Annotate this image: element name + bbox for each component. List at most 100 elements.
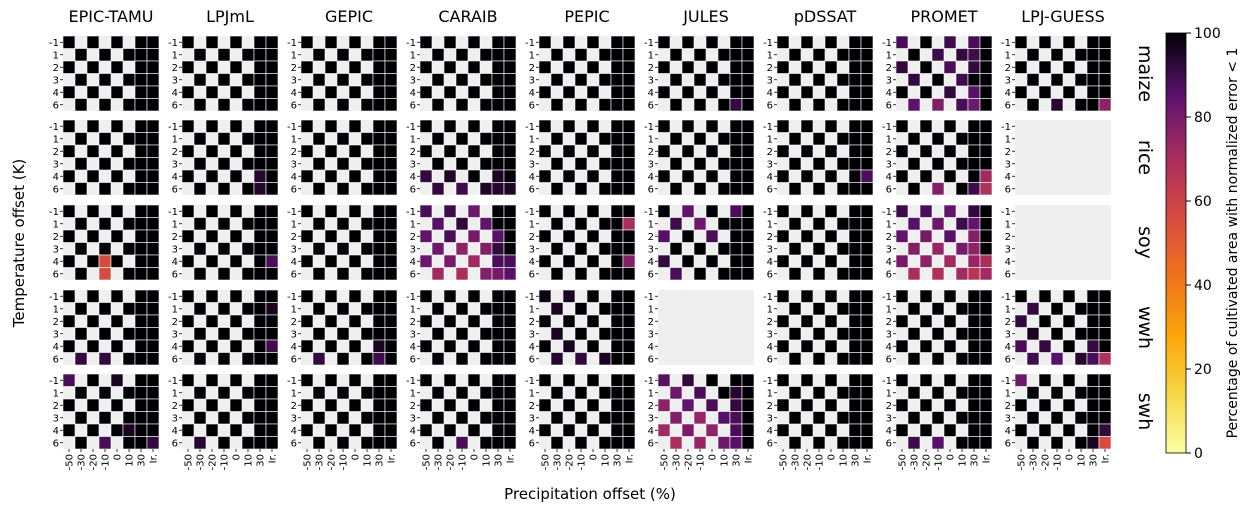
x-tick-label: -30 [315, 454, 326, 470]
heatmap-cell [967, 289, 981, 303]
heatmap-cell [812, 386, 826, 400]
y-tick-label: 2 [767, 147, 773, 158]
y-tick-label: -1 [1001, 207, 1011, 218]
heatmap-cell [741, 119, 755, 133]
heatmap-cell [229, 204, 243, 218]
heatmap-cell [693, 242, 707, 256]
x-tick-label: 30 [970, 454, 981, 467]
y-tick-label: -1 [644, 376, 654, 387]
x-tick-label: -10 [101, 454, 112, 470]
heatmap-cell [598, 217, 612, 231]
y-tick-label: -1 [406, 122, 416, 133]
heatmap-cell [455, 157, 469, 171]
heatmap-cell [253, 254, 267, 268]
heatmap-cell [598, 73, 612, 87]
heatmap-cell [384, 157, 398, 171]
y-tick-label: 1 [291, 50, 297, 61]
heatmap-cell [550, 411, 564, 425]
heatmap-cell [812, 302, 826, 316]
heatmap-cell [1098, 73, 1112, 87]
heatmap-cell [86, 204, 100, 218]
heatmap-cell [741, 267, 755, 281]
heatmap-cell [384, 132, 398, 146]
heatmap-cell [729, 229, 743, 243]
heatmap-cell [479, 267, 493, 281]
heatmap-cell [848, 314, 862, 328]
heatmap-cell [705, 144, 719, 158]
heatmap-cell [741, 386, 755, 400]
heatmap-cell [503, 85, 517, 99]
heatmap-cell [372, 242, 386, 256]
heatmap-cell [253, 314, 267, 328]
heatmap-cell [812, 217, 826, 231]
heatmap-cell [253, 35, 267, 49]
heatmap-cell [729, 85, 743, 99]
heatmap-cell [931, 217, 945, 231]
heatmap-cell [265, 436, 279, 450]
heatmap-cell [919, 314, 933, 328]
heatmap-cell [955, 302, 969, 316]
heatmap-cell [336, 217, 350, 231]
heatmap-cell [622, 60, 636, 74]
y-tick-label: 1 [291, 219, 297, 230]
y-tick-label: 1 [1005, 388, 1011, 399]
heatmap-cell [146, 339, 160, 353]
heatmap-cell [693, 386, 707, 400]
heatmap-cell [1026, 73, 1040, 87]
heatmap-cell [324, 169, 338, 183]
heatmap-cell [955, 73, 969, 87]
heatmap-cell [62, 169, 76, 183]
y-tick-label: 4 [1005, 88, 1011, 99]
crop-label: soy [1134, 226, 1156, 259]
heatmap-cell [134, 386, 148, 400]
heatmap-cell [657, 85, 671, 99]
y-tick-label: 1 [1005, 304, 1011, 315]
heatmap-cell [705, 254, 719, 268]
heatmap-cell [134, 119, 148, 133]
heatmap-cell [491, 254, 505, 268]
y-tick-label: 6 [1005, 269, 1011, 280]
heatmap-cell [455, 132, 469, 146]
heatmap-cell [836, 267, 850, 281]
heatmap-cell [538, 85, 552, 99]
heatmap-cell [479, 217, 493, 231]
heatmap-cell [741, 254, 755, 268]
heatmap-cell [74, 182, 88, 196]
heatmap-cell [253, 339, 267, 353]
heatmap-cell [824, 169, 838, 183]
panel-background [1015, 205, 1111, 280]
heatmap-cell [562, 314, 576, 328]
heatmap-cell [74, 327, 88, 341]
heatmap-cell [1074, 386, 1088, 400]
heatmap-cell [372, 436, 386, 450]
y-tick-label: 1 [886, 50, 892, 61]
heatmap-cell [503, 373, 517, 387]
heatmap-cell [491, 267, 505, 281]
heatmap-cell [348, 423, 362, 437]
heatmap-cell [1014, 85, 1028, 99]
heatmap-cell [360, 182, 374, 196]
heatmap-cell [431, 132, 445, 146]
heatmap-cell [62, 339, 76, 353]
heatmap-cell [146, 386, 160, 400]
heatmap-cell [229, 35, 243, 49]
heatmap-cell [681, 144, 695, 158]
y-tick-label: 3 [291, 159, 297, 170]
heatmap-cell [205, 204, 219, 218]
heatmap-cell [812, 98, 826, 112]
heatmap-cell [384, 398, 398, 412]
y-tick-label: 2 [53, 63, 59, 74]
heatmap-cell [1050, 302, 1064, 316]
heatmap-cell [955, 411, 969, 425]
heatmap-cell [800, 398, 814, 412]
y-tick-label: 2 [767, 232, 773, 243]
x-tick-label: -20 [1041, 454, 1052, 470]
heatmap-cell [467, 204, 481, 218]
y-tick-label: 1 [291, 304, 297, 315]
x-tick-label: -30 [791, 454, 802, 470]
heatmap-cell [943, 229, 957, 243]
heatmap-cell [110, 423, 124, 437]
